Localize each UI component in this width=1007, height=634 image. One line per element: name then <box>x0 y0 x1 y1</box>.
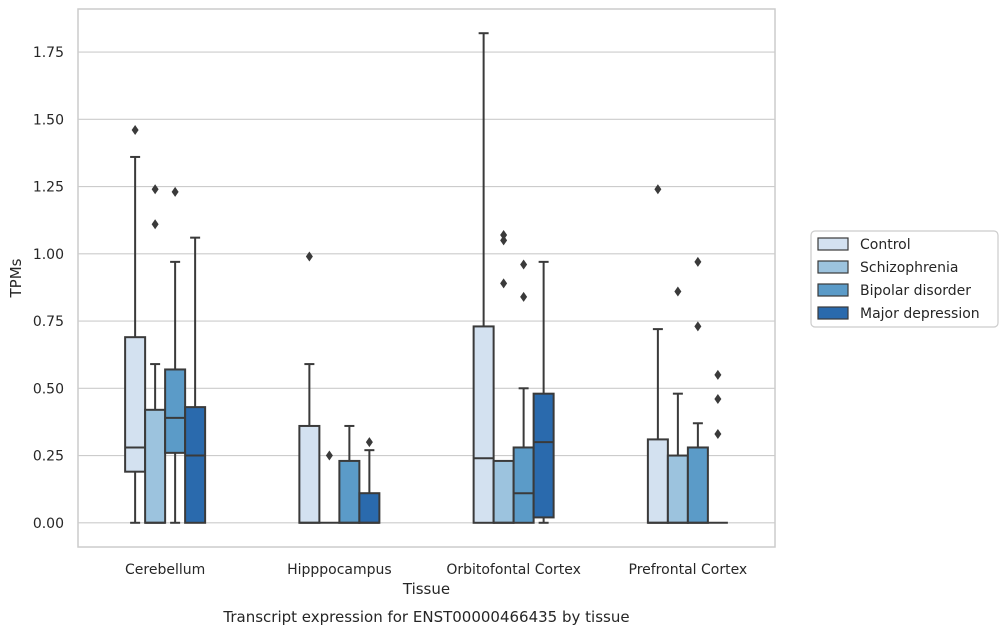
y-axis-label: TPMs <box>7 258 25 298</box>
outlier-point <box>365 437 373 448</box>
box-major-depression <box>707 369 728 524</box>
y-tick-label: 1.00 <box>33 247 64 263</box>
x-axis-label: Tissue <box>402 580 450 598</box>
outlier-point <box>171 186 179 197</box>
series-major-depression <box>184 236 728 524</box>
box-iqr <box>298 424 321 524</box>
outlier-point <box>674 286 682 297</box>
outlier-point <box>654 184 662 195</box>
x-tick-label: Cerebellum <box>125 562 205 578</box>
outlier-point <box>520 259 528 270</box>
outlier-point <box>500 235 508 246</box>
x-tick-label: Prefrontal Cortex <box>629 562 748 578</box>
y-tick-label: 0.00 <box>33 516 64 532</box>
box-control <box>124 125 147 524</box>
legend-swatch <box>817 283 849 297</box>
box-iqr <box>492 459 515 524</box>
box-iqr <box>512 446 535 524</box>
outlier-point <box>151 219 159 230</box>
y-tick-label: 0.50 <box>33 381 64 397</box>
outlier-point <box>151 184 159 195</box>
y-tick-label: 1.25 <box>33 180 64 196</box>
outlier-point <box>520 291 528 302</box>
box-major-depression <box>532 260 555 524</box>
box-bipolar-disorder <box>686 256 709 524</box>
x-tick-label: Orbitofontal Cortex <box>446 562 581 578</box>
outlier-point <box>714 369 722 380</box>
outlier-point <box>131 125 139 136</box>
box-iqr <box>646 438 669 524</box>
box-iqr <box>124 336 147 473</box>
outlier-point <box>500 278 508 289</box>
box-control <box>298 251 321 524</box>
chart-caption: Transcript expression for ENST0000046643… <box>222 608 629 626</box>
legend-label: Major depression <box>860 306 980 322</box>
box-iqr <box>338 459 361 524</box>
legend-swatch <box>817 260 849 274</box>
box-iqr <box>144 408 167 524</box>
legend-label: Schizophrenia <box>860 260 958 276</box>
box-iqr <box>164 368 187 454</box>
box-iqr <box>532 392 555 519</box>
outlier-point <box>500 229 508 240</box>
legend: Control Schizophrenia Bipolar disorder Majo… <box>810 230 999 328</box>
box-schizophrenia <box>144 184 167 524</box>
box-bipolar-disorder <box>164 186 187 524</box>
box-iqr <box>472 325 495 524</box>
box-iqr <box>358 492 381 524</box>
legend-swatch <box>817 237 849 251</box>
outlier-point <box>694 321 702 332</box>
y-tick-label: 1.50 <box>33 112 64 128</box>
box-iqr <box>686 446 709 524</box>
legend-swatch <box>817 306 849 320</box>
y-axis-ticks: 0.00 0.25 0.50 0.75 1.00 1.25 1.50 1.75 <box>33 45 64 532</box>
series-schizophrenia <box>144 184 689 524</box>
plot-frame <box>77 8 776 548</box>
legend-label: Bipolar disorder <box>860 283 971 299</box>
outlier-point <box>305 251 313 262</box>
box-series-group <box>124 32 728 524</box>
box-iqr <box>184 406 207 524</box>
y-tick-label: 0.25 <box>33 449 64 465</box>
outlier-point <box>325 450 333 461</box>
outlier-point <box>694 256 702 267</box>
outlier-point <box>714 394 722 405</box>
x-tick-label: Hipppocampus <box>287 562 392 578</box>
y-tick-label: 1.75 <box>33 45 64 61</box>
legend-frame <box>810 230 999 328</box>
box-major-depression <box>184 236 207 524</box>
outlier-point <box>714 429 722 440</box>
box-iqr <box>666 454 689 524</box>
legend-label: Control <box>860 237 911 253</box>
x-axis-ticks: Cerebellum Hipppocampus Orbitofontal Corte… <box>125 562 747 578</box>
series-bipolar-disorder <box>164 186 709 524</box>
box-bipolar-disorder <box>338 424 361 524</box>
box-major-depression <box>358 437 381 524</box>
y-tick-label: 0.75 <box>33 314 64 330</box>
box-schizophrenia <box>666 286 689 524</box>
box-control <box>472 32 495 524</box>
box-schizophrenia <box>319 450 340 524</box>
